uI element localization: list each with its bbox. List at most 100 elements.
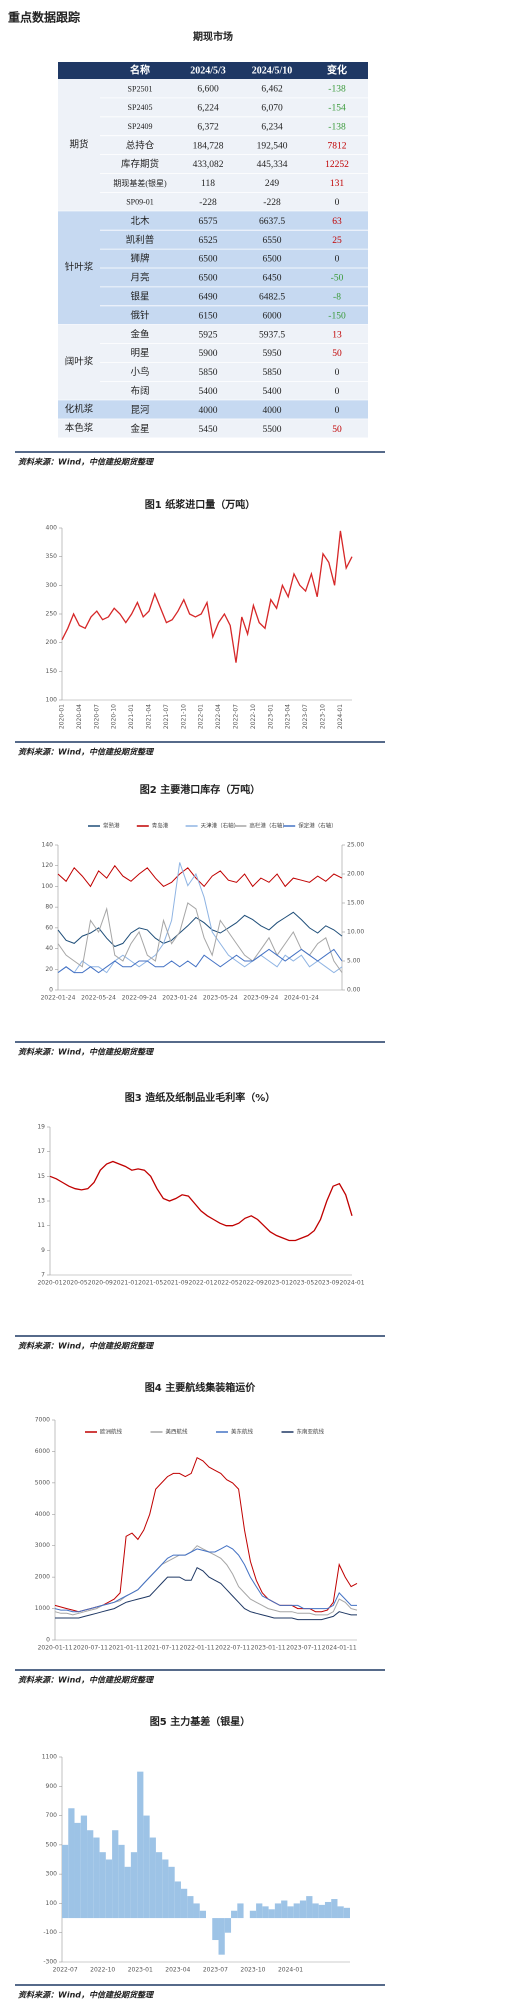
- bar: [249, 1910, 257, 1919]
- group-label: 化机浆: [65, 403, 94, 415]
- section-title: 期现市场: [193, 30, 233, 43]
- x-tick-label: 2020-01-11: [38, 1645, 73, 1652]
- x-tick-label: 2022-05-24: [81, 995, 116, 1002]
- x-tick-label: 2020-05: [63, 1280, 88, 1287]
- table-cell: 6150: [199, 311, 218, 321]
- source-note: 资料来源：Wind，中信建投期货整理: [18, 1048, 155, 1057]
- x-tick-label: 2023-01-24: [162, 995, 197, 1002]
- y-tick-label: 6000: [35, 1448, 50, 1455]
- table-cell: 凯利普: [126, 234, 155, 246]
- bar: [187, 1896, 194, 1919]
- page-title: 重点数据跟踪: [8, 10, 80, 25]
- table-cell: 总持仓: [126, 139, 155, 151]
- legend-label: 常熟港: [103, 822, 120, 830]
- table-cell: -154: [328, 104, 346, 114]
- table-header: 名称: [130, 63, 150, 76]
- x-tick-label: 2022-01: [188, 1280, 213, 1287]
- series-line: [57, 862, 343, 974]
- legend-label: 保定港（右轴）: [298, 822, 337, 830]
- bar: [224, 1918, 232, 1933]
- table-cell: 5937.5: [259, 330, 285, 340]
- x-tick-label: 2021-04: [146, 704, 153, 729]
- bar: [118, 1844, 125, 1919]
- x-tick-label: 2020-10: [111, 704, 118, 729]
- y-tick-label: 300: [46, 1871, 58, 1878]
- chart-title: 图1 纸浆进口量（万吨）: [145, 498, 255, 511]
- y-tick-label: 1100: [42, 1754, 57, 1761]
- table-cell: -228: [199, 198, 217, 208]
- table-cell: 25: [332, 236, 342, 246]
- table-cell: 0: [335, 255, 340, 265]
- bar: [168, 1866, 175, 1919]
- y-tick-label: 4000: [35, 1511, 50, 1518]
- y-tick-label: -100: [43, 1929, 57, 1936]
- bar: [237, 1903, 244, 1919]
- table-cell: 12252: [325, 160, 349, 170]
- table-cell: 4000: [199, 406, 218, 416]
- y-tick-label: 100: [46, 1900, 58, 1907]
- bar: [331, 1899, 338, 1919]
- x-tick-label: 2022-07: [233, 704, 240, 729]
- x-tick-label: 2023-10: [240, 1967, 265, 1974]
- bar: [93, 1837, 100, 1919]
- table-group-bg: [58, 400, 368, 420]
- x-tick-label: 2022-04: [215, 704, 222, 729]
- table-cell: 5400: [263, 387, 282, 397]
- x-tick-label: 2023-01: [128, 1967, 153, 1974]
- chart-title: 图4 主要航线集装箱运价: [145, 1381, 256, 1394]
- bar: [130, 1852, 138, 1919]
- bar: [343, 1907, 350, 1919]
- series-line: [54, 1456, 358, 1613]
- table-cell: 俄针: [130, 309, 150, 321]
- table-header-bg: [58, 62, 368, 79]
- bar: [180, 1888, 188, 1919]
- table-cell: 433,082: [193, 160, 224, 170]
- table-cell: -150: [328, 311, 346, 321]
- table-cell: 6490: [199, 293, 218, 303]
- y-tick-label: 13: [37, 1198, 45, 1205]
- table-group-bg: [58, 79, 368, 212]
- bar: [218, 1918, 225, 1955]
- y-tick-label: 700: [46, 1812, 58, 1819]
- bar: [268, 1909, 275, 1919]
- table-cell: SP2405: [128, 103, 153, 112]
- y-tick-label: 100: [42, 883, 54, 890]
- x-tick-label: 2021-01: [128, 704, 135, 729]
- x-tick-label: 2022-07: [53, 1967, 78, 1974]
- bar: [80, 1815, 88, 1919]
- x-tick-label: 2023-01-11: [251, 1645, 286, 1652]
- table-cell: 6,234: [261, 122, 283, 132]
- table-cell: 5450: [199, 425, 218, 435]
- series-line: [57, 911, 343, 948]
- table-cell: 0: [335, 406, 340, 416]
- table-cell: 7812: [328, 141, 347, 151]
- source-note: 资料来源：Wind，中信建投期货整理: [18, 1676, 155, 1685]
- x-tick-label: 2020-04: [76, 704, 83, 729]
- group-label: 期货: [69, 138, 88, 150]
- table-cell: 4000: [263, 406, 282, 416]
- bar: [281, 1900, 288, 1919]
- table-cell: 金星: [130, 423, 149, 435]
- table-cell: 6637.5: [259, 217, 285, 227]
- table-cell: 明星: [130, 348, 149, 359]
- x-tick-label: 2020-01: [59, 704, 66, 729]
- series-line: [49, 1160, 353, 1242]
- bar: [306, 1896, 313, 1919]
- x-tick-label: 2021-09: [163, 1280, 188, 1287]
- table-cell: 445,334: [257, 160, 288, 170]
- x-tick-label: 2023-07: [203, 1967, 228, 1974]
- bar: [162, 1859, 169, 1919]
- x-tick-label: 2022-10: [250, 704, 257, 729]
- y-tick-label: 20: [45, 966, 53, 973]
- table-cell: -138: [328, 122, 346, 132]
- table-cell: 118: [201, 179, 215, 189]
- y-tick-label: 80: [45, 904, 53, 911]
- y-tick-label: 11: [37, 1222, 45, 1229]
- table-cell: 6500: [199, 274, 218, 284]
- y-tick-label: 17: [37, 1148, 45, 1155]
- bar: [256, 1903, 263, 1919]
- table-cell: SP09-01: [126, 198, 154, 207]
- table-cell: 184,728: [193, 141, 224, 151]
- table-cell: -50: [331, 274, 344, 284]
